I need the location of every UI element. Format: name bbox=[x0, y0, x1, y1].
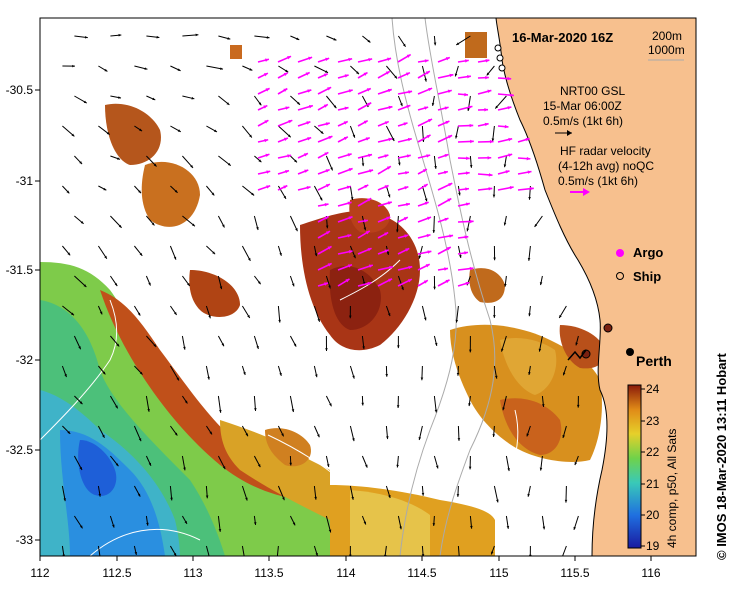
ship-track bbox=[567, 349, 587, 361]
colorbar-tick-label: 20 bbox=[646, 508, 660, 522]
y-tick-label: -31.5 bbox=[6, 263, 34, 277]
gsl-current-vectors bbox=[61, 33, 580, 556]
colorbar-ticks bbox=[641, 388, 645, 547]
ship-legend-label: Ship bbox=[633, 269, 661, 284]
plot-frame bbox=[39, 17, 697, 557]
x-tick-label: 112.5 bbox=[102, 566, 131, 580]
hf-legend-scale: 0.5m/s (1kt 6h) bbox=[558, 174, 638, 188]
gsl-legend-scale: 0.5m/s (1kt 6h) bbox=[543, 114, 623, 128]
perth-marker-icon bbox=[626, 348, 634, 356]
hf-legend-title: HF radar velocity bbox=[560, 144, 651, 158]
y-tick-label: -32 bbox=[16, 353, 34, 367]
x-tick-label: 114 bbox=[336, 566, 355, 580]
argo-legend-label: Argo bbox=[633, 245, 663, 260]
land-western-australia bbox=[496, 18, 696, 556]
ship-icon bbox=[496, 54, 504, 62]
y-tick-label: -33 bbox=[16, 533, 34, 547]
colorbar-tick-label: 21 bbox=[646, 477, 660, 491]
x-tick-label: 113.5 bbox=[254, 566, 283, 580]
hf-radar-vectors bbox=[257, 53, 534, 287]
map-title: 16-Mar-2020 16Z bbox=[512, 30, 613, 45]
colorbar-tick-label: 22 bbox=[646, 445, 660, 459]
contour-label-200m: 200m bbox=[652, 29, 682, 43]
x-tick-label: 113 bbox=[183, 566, 202, 580]
y-axis bbox=[35, 89, 40, 541]
ship-icon bbox=[498, 64, 506, 72]
y-tick-label: -32.5 bbox=[6, 443, 34, 457]
ship-icon bbox=[603, 323, 613, 333]
x-tick-label: 116 bbox=[641, 566, 660, 580]
x-tick-label: 115 bbox=[489, 566, 508, 580]
x-tick-label: 115.5 bbox=[560, 566, 589, 580]
y-tick-label: -30.5 bbox=[6, 83, 34, 97]
gsl-legend-title: NRT00 GSL bbox=[560, 84, 625, 98]
sst-field bbox=[40, 32, 605, 556]
x-axis bbox=[39, 556, 652, 561]
sst-colorbar bbox=[627, 384, 642, 549]
y-tick-label: -31 bbox=[16, 174, 34, 188]
colorbar-tick-label: 23 bbox=[646, 414, 660, 428]
place-label-perth: Perth bbox=[636, 353, 672, 369]
gsl-legend-time: 15-Mar 06:00Z bbox=[543, 99, 622, 113]
ship-icon bbox=[494, 44, 502, 52]
x-tick-label: 112 bbox=[30, 566, 49, 580]
colorbar-tick-label: 24 bbox=[646, 382, 660, 396]
contour-label-1000m: 1000m bbox=[648, 43, 685, 57]
x-tick-label: 114.5 bbox=[407, 566, 436, 580]
bathymetry-contours bbox=[391, 18, 496, 556]
credit-text: © IMOS 18-Mar-2020 13:11 Hobart bbox=[714, 353, 729, 560]
colorbar-label: 4h comp, p50, All Sats bbox=[665, 429, 679, 548]
argo-icon bbox=[616, 249, 624, 257]
colorbar-tick-label: 19 bbox=[646, 539, 660, 553]
hf-legend-avg: (4-12h avg) noQC bbox=[558, 159, 654, 173]
ship-icon bbox=[616, 272, 624, 280]
